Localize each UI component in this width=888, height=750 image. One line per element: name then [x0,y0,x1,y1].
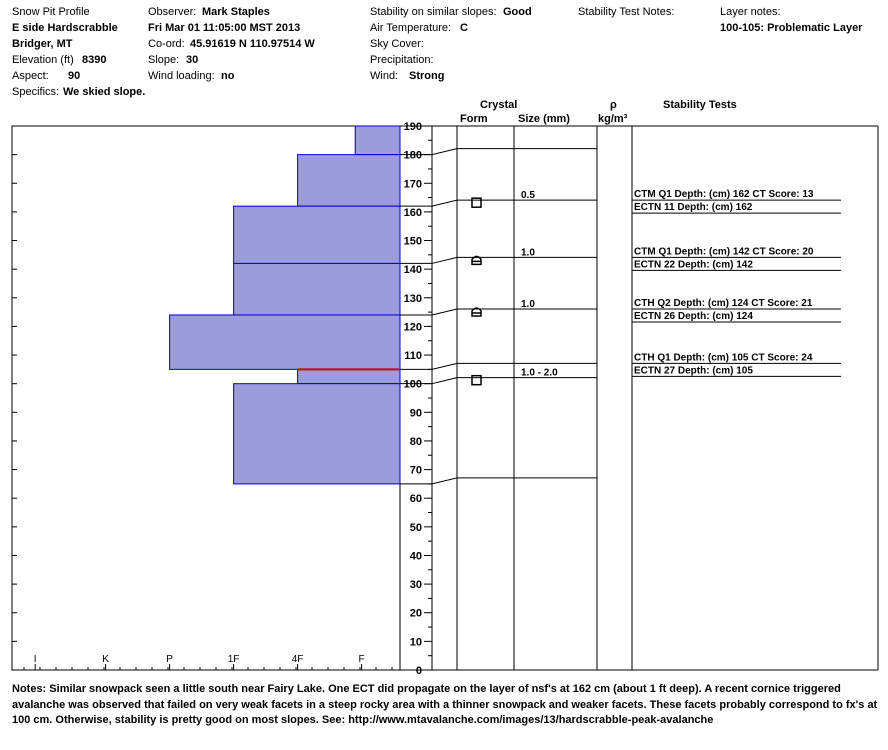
wind-loading-label: Wind loading: [148,70,215,82]
hardness-bar-2 [233,205,401,264]
depth-tick-label-90: 90 [410,407,422,419]
hardness-bar-4 [169,314,401,370]
layer-boundary-162 [400,199,597,207]
wind-value: Strong [409,70,445,82]
depth-tick-label-190: 190 [404,121,422,133]
depth-tick-label-0: 0 [416,665,422,677]
location: E side Hardscrabble [12,22,118,34]
specifics-label: Specifics: [12,86,60,98]
stability-label: Stability on similar slopes: [370,6,497,18]
depth-tick-label-120: 120 [404,321,422,333]
depth-tick-label-30: 30 [410,579,422,591]
observer-label: Observer: [148,6,197,18]
hardness-bar-1 [297,154,401,207]
coord-label: Co-ord: [148,38,185,50]
depth-tick-label-130: 130 [404,293,422,305]
stability-notes-label: Stability Test Notes: [578,6,675,18]
size-header: Size (mm) [518,113,570,125]
slope-value: 30 [186,54,199,66]
crystal-size-2: 1.0 [521,299,535,310]
area: Bridger, MT [12,38,73,50]
form-header: Form [460,113,488,125]
hardness-bar-5 [297,368,401,385]
hardness-bar-3 [233,262,401,316]
elevation-value: 8390 [82,54,107,66]
coord-value: 45.91619 N 110.97514 W [190,38,315,50]
layer-boundary-142 [400,256,597,264]
aspect-value: 90 [68,70,81,82]
layer-boundary-124 [400,308,597,316]
sky-cover-label: Sky Cover: [370,38,424,50]
crystal-header: Crystal [480,99,518,111]
hardness-tick-label-F: F [359,654,365,665]
depth-tick-label-70: 70 [410,465,422,477]
depth-tick-label-140: 140 [404,264,422,276]
datetime: Fri Mar 01 11:05:00 MST 2013 [148,22,301,34]
stability-test-line1-1: CTM Q1 Depth: (cm) 142 CT Score: 20 [634,246,814,257]
hardness-bar-0 [354,125,401,156]
air-temp-value: C [460,22,468,34]
depth-tick-label-180: 180 [404,150,422,162]
notes-label: Notes: [12,683,47,695]
elevation-label: Elevation (ft) [12,54,74,66]
depth-tick-label-20: 20 [410,608,422,620]
hardness-bar-6 [233,383,401,485]
stability-test-line2-1: ECTN 22 Depth: (cm) 142 [634,259,753,270]
layer-notes-label: Layer notes: [720,6,781,18]
notes-text: Similar snowpack seen a little south nea… [12,683,878,726]
stability-test-line2-3: ECTN 27 Depth: (cm) 105 [634,365,753,376]
hardness-tick-label-K: K [102,654,109,665]
crystal-size-0: 0.5 [521,190,535,201]
hardness-tick-label-P: P [166,654,173,665]
wind-label: Wind: [370,70,399,82]
layer-boundary-180 [400,148,597,156]
depth-tick-label-170: 170 [404,178,422,190]
crystal-size-1: 1.0 [521,247,535,258]
stability-test-line1-3: CTH Q1 Depth: (cm) 105 CT Score: 24 [634,352,813,363]
depth-tick-label-160: 160 [404,207,422,219]
stability-value: Good [503,6,532,18]
layer-boundary-65 [400,477,597,485]
layer-notes-value: 100-105: Problematic Layer [720,22,863,34]
crystal-size-3: 1.0 - 2.0 [521,368,558,379]
specifics-value: We skied slope. [63,86,146,98]
aspect-label: Aspect: [12,70,49,82]
depth-tick-label-150: 150 [404,236,422,248]
depth-tick-label-100: 100 [404,379,422,391]
precip-label: Precipitation: [370,54,434,66]
notes: Notes: Similar snowpack seen a little so… [12,682,878,729]
depth-tick-label-40: 40 [410,550,422,562]
hardness-tick-label-4F: 4F [292,654,304,665]
layer-boundary-100 [400,377,597,385]
depth-tick-label-80: 80 [410,436,422,448]
hardness-tick-label-1F: 1F [228,654,240,665]
crystal-form-square-icon [471,374,482,386]
observer-value: Mark Staples [202,6,270,18]
density-unit-header: kg/m³ [598,113,628,125]
depth-tick-label-10: 10 [410,636,422,648]
crystal-form-arch-icon [471,255,482,266]
layer-boundary-105 [400,362,597,370]
hardness-tick-label-I: I [34,654,37,665]
depth-tick-label-60: 60 [410,493,422,505]
profile-title: Snow Pit Profile [12,6,90,18]
stability-test-line2-2: ECTN 26 Depth: (cm) 124 [634,311,753,322]
air-temp-label: Air Temperature: [370,22,452,34]
stability-test-line1-2: CTH Q2 Depth: (cm) 124 CT Score: 21 [634,298,813,309]
crystal-form-square-icon [471,197,482,208]
depth-tick-label-50: 50 [410,522,422,534]
slope-label: Slope: [148,54,180,66]
stability-test-line2-0: ECTN 11 Depth: (cm) 162 [634,202,753,213]
crystal-form-arch-icon [471,307,482,317]
stability-tests-header: Stability Tests [663,99,737,111]
depth-tick-label-110: 110 [404,350,422,362]
stability-test-line1-0: CTM Q1 Depth: (cm) 162 CT Score: 13 [634,189,814,200]
rho-header: ρ [610,99,617,111]
wind-loading-value: no [221,70,235,82]
